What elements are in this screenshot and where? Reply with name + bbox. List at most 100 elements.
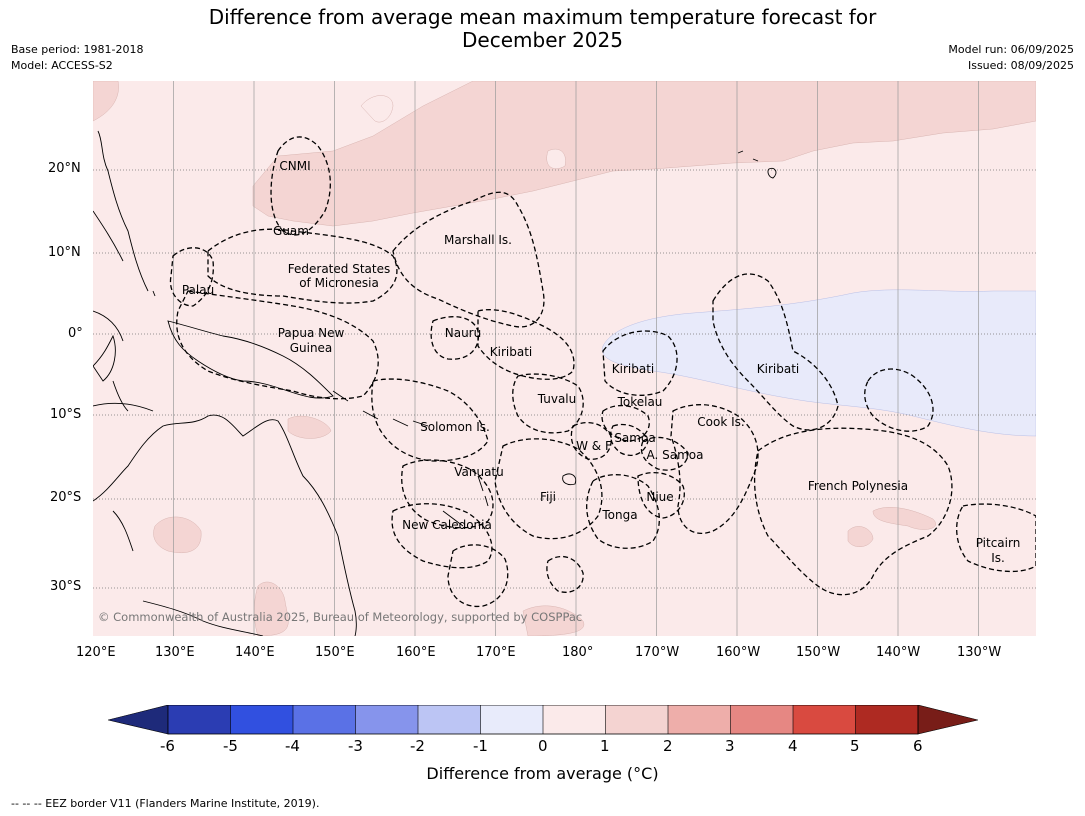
chart-title: Difference from average mean maximum tem… <box>0 6 1085 52</box>
region-label: of Micronesia <box>299 276 379 290</box>
warm-anomaly-north <box>252 81 1036 227</box>
eez-solomon <box>371 378 489 462</box>
region-label: Solomon Is. <box>420 420 490 434</box>
lon-tick: 120°E <box>76 645 116 660</box>
eez-kiribati-south <box>864 368 934 432</box>
eez-am-samoa <box>640 436 689 471</box>
lon-tick: 160°W <box>716 645 761 660</box>
colorbar-bin <box>605 705 668 734</box>
colorbar-bin <box>855 705 918 734</box>
lon-tick: 140°W <box>876 645 921 660</box>
region-label: W & F <box>576 439 612 453</box>
region-label: Pitcairn <box>976 536 1021 550</box>
region-label: Nauru <box>445 326 481 340</box>
warm-anomaly-patch <box>872 507 936 530</box>
region-label: French Polynesia <box>808 479 908 493</box>
forecast-map: CNMI Guam Marshall Is. Federated States … <box>93 81 1036 636</box>
region-label: Papua New <box>278 326 345 340</box>
colorbar-tick: 1 <box>600 737 610 755</box>
eez-cnmi <box>270 136 331 236</box>
lon-tick: 140°E <box>235 645 275 660</box>
eez-palau <box>169 247 214 307</box>
lon-tick: 150°W <box>796 645 841 660</box>
region-label: New Caledonia <box>402 518 492 532</box>
region-label: Guam <box>273 224 309 238</box>
colorbar-tick: 5 <box>850 737 860 755</box>
base-period: Base period: 1981-2018 <box>11 43 144 56</box>
region-label: Palau <box>182 283 214 297</box>
australia-coast <box>112 510 264 636</box>
warm-anomaly-patch <box>847 526 874 547</box>
colorbar-bin <box>730 705 793 734</box>
model-name: Model: ACCESS-S2 <box>11 59 113 72</box>
colorbar-dividers <box>230 705 856 734</box>
colorbar-tick: 0 <box>538 737 548 755</box>
lat-tick: 20°S <box>50 490 82 505</box>
colorbar-tick: -1 <box>473 737 488 755</box>
eez-vanuatu <box>401 459 494 529</box>
colorbar-bin <box>355 705 418 734</box>
lat-tick: 10°S <box>50 407 82 422</box>
colorbar-tick: -5 <box>223 737 238 755</box>
eez-tokelau <box>601 404 650 442</box>
region-label: Marshall Is. <box>444 233 512 247</box>
colorbar-bin <box>168 705 231 734</box>
colorbar-under-arrow <box>108 705 169 735</box>
region-label: Vanuatu <box>454 465 504 479</box>
colorbar-tick: -4 <box>285 737 300 755</box>
colorbar-title: Difference from average (°C) <box>426 764 659 783</box>
cool-anomaly-equatorial <box>602 289 1036 437</box>
warm-anomaly-patch <box>360 95 394 123</box>
colorbar-tick: -2 <box>410 737 425 755</box>
title-line-1: Difference from average mean maximum tem… <box>208 5 877 29</box>
region-label: Tokelau <box>617 395 663 409</box>
colorbar <box>108 705 978 735</box>
region-label: Is. <box>991 551 1005 565</box>
colorbar-bin <box>793 705 856 734</box>
graticule <box>93 81 1036 636</box>
vanuatu-coast <box>477 475 489 507</box>
model-run: Model run: 06/09/2025 <box>948 43 1074 56</box>
region-label: A. Samoa <box>647 448 704 462</box>
colorbar-tick: 6 <box>913 737 923 755</box>
lat-tick: 0° <box>68 326 83 341</box>
eez-fsm <box>207 228 398 304</box>
new-guinea-coast <box>167 320 334 399</box>
warm-anomaly-patch <box>546 148 566 169</box>
lon-tick: 130°E <box>155 645 195 660</box>
colorbar-tick: 4 <box>788 737 798 755</box>
sulawesi-coast <box>93 380 154 412</box>
lon-tick: 180° <box>562 645 594 660</box>
philippines-coast <box>93 130 149 342</box>
solomon-islands-coast <box>332 390 429 427</box>
colorbar-bin <box>293 705 356 734</box>
eez-borders <box>169 136 1036 608</box>
colorbar-tick: 3 <box>725 737 735 755</box>
issued-date: Issued: 08/09/2025 <box>967 59 1074 72</box>
warm-anomaly-patch <box>93 81 119 122</box>
region-label: Tuvalu <box>537 392 577 406</box>
colorbar-tick: -6 <box>160 737 175 755</box>
copyright-notice: © Commonwealth of Australia 2025, Bureau… <box>98 610 582 624</box>
region-label: CNMI <box>279 159 310 173</box>
eez-nauru <box>430 316 480 360</box>
region-label: Niue <box>646 490 673 504</box>
eez-fiji <box>494 438 603 540</box>
lon-tick: 150°E <box>315 645 355 660</box>
lon-tick: 130°W <box>957 645 1002 660</box>
fiji-coast <box>562 473 577 486</box>
eez-footnote: -- -- -- EEZ border V11 (Flanders Marine… <box>11 797 320 810</box>
palau-coast <box>152 290 156 297</box>
region-label: Federated States <box>288 262 390 276</box>
colorbar-bin <box>418 705 481 734</box>
hawaii-coast <box>737 150 777 179</box>
eez-niue <box>637 472 685 519</box>
region-labels: CNMI Guam Marshall Is. Federated States … <box>182 159 1020 565</box>
colorbar-bin <box>480 705 543 734</box>
meta-left: Base period: 1981-2018 Model: ACCESS-S2 <box>11 42 143 74</box>
lon-tick: 170°E <box>476 645 516 660</box>
region-label: Guinea <box>290 341 333 355</box>
colorbar-bin <box>230 705 293 734</box>
new-caledonia-coast <box>442 510 464 527</box>
title-line-2: December 2025 <box>462 28 623 52</box>
